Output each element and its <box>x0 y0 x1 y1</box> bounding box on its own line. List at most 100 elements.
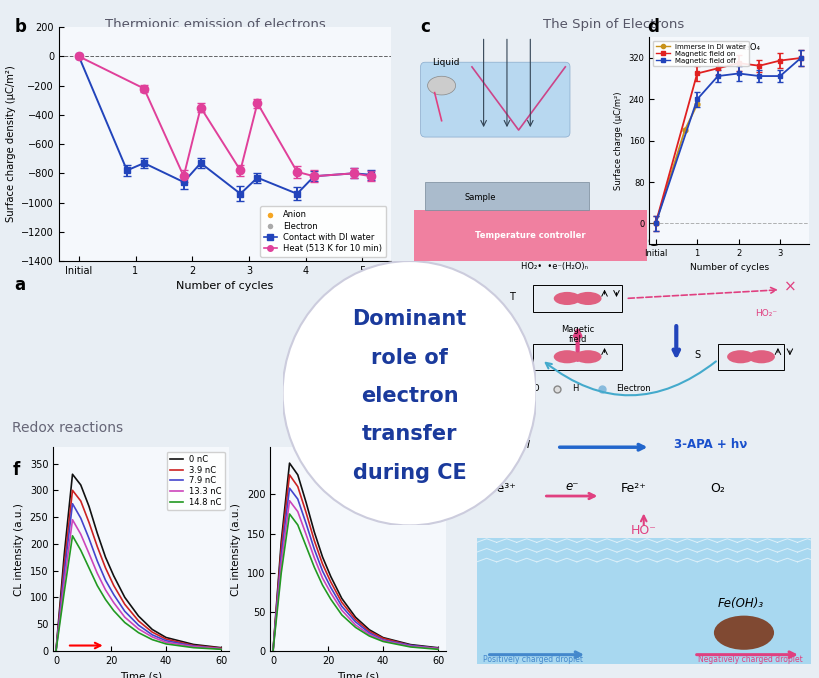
14.8 nC <box>161 640 171 648</box>
0 nC <box>405 641 415 649</box>
-0.14 nC <box>326 578 336 586</box>
-0.60 nC <box>326 584 336 592</box>
3.9 nC <box>101 564 111 572</box>
Text: Fe³⁺: Fe³⁺ <box>491 482 516 495</box>
14.8 nC <box>93 582 102 590</box>
Text: Fe²⁺: Fe²⁺ <box>621 482 647 495</box>
0 nC <box>285 459 295 467</box>
-1.22 nC <box>326 589 336 597</box>
14.8 nC <box>76 546 86 555</box>
14.8 nC <box>120 618 129 626</box>
Legend: Immerse in DI water, Magnetic field on, Magnetic field off: Immerse in DI water, Magnetic field on, … <box>653 41 749 66</box>
X-axis label: Time (s): Time (s) <box>120 671 162 678</box>
3.9 nC <box>76 497 86 505</box>
X-axis label: Number of cycles: Number of cycles <box>176 281 274 292</box>
-0.14 nC <box>285 471 295 479</box>
Text: Redox reactions: Redox reactions <box>12 422 124 435</box>
Text: HO₂⁻: HO₂⁻ <box>755 308 777 317</box>
7.9 nC <box>109 591 119 599</box>
0 nC <box>293 471 303 479</box>
13.3 nC <box>76 530 86 538</box>
0 nC <box>216 643 226 652</box>
Text: d: d <box>648 18 659 36</box>
14.8 nC <box>109 607 119 615</box>
13.3 nC <box>120 613 129 621</box>
Text: Fe₃O₄: Fe₃O₄ <box>737 43 760 52</box>
Text: Positively charged droplet: Positively charged droplet <box>483 655 583 664</box>
Text: b: b <box>14 18 26 36</box>
Text: g: g <box>470 422 482 439</box>
13.3 nC <box>51 647 61 655</box>
-1.22 nC <box>364 631 374 639</box>
-0.14 nC <box>276 544 286 552</box>
Text: Dominant: Dominant <box>352 309 467 330</box>
0 nC <box>364 626 374 634</box>
-0.60 nC <box>276 551 286 559</box>
-2.13 nC <box>310 563 319 572</box>
14.8 nC <box>84 564 94 572</box>
Text: ×: × <box>784 279 796 294</box>
-1.22 nC <box>405 642 415 650</box>
Y-axis label: Surface charge (μC/m²): Surface charge (μC/m²) <box>614 92 623 190</box>
-2.13 nC <box>268 647 278 655</box>
-2.13 nC <box>318 581 328 589</box>
Line: 7.9 nC: 7.9 nC <box>56 504 221 651</box>
Text: Sample: Sample <box>465 193 496 202</box>
-1.22 nC <box>276 559 286 567</box>
Text: O: O <box>533 384 540 393</box>
-1.22 nC <box>378 637 388 645</box>
Y-axis label: Surface charge density (μC/m²): Surface charge density (μC/m²) <box>6 66 16 222</box>
-0.14 nC <box>378 635 388 643</box>
-1.22 nC <box>351 621 360 629</box>
-2.13 nC <box>405 643 415 651</box>
-0.60 nC <box>318 567 328 575</box>
Line: 14.8 nC: 14.8 nC <box>56 536 221 651</box>
7.9 nC <box>76 514 86 522</box>
0 nC <box>351 613 360 621</box>
0 nC <box>310 528 319 536</box>
13.3 nC <box>59 578 69 586</box>
Text: H: H <box>572 384 578 393</box>
0 nC <box>188 641 198 649</box>
13.3 nC <box>133 625 143 633</box>
Text: O₂: O₂ <box>710 482 725 495</box>
-2.13 nC <box>378 637 388 645</box>
0 nC <box>337 595 346 603</box>
-0.14 nC <box>405 641 415 650</box>
Text: Temperature controller: Temperature controller <box>475 231 586 240</box>
0 nC <box>318 553 328 561</box>
Text: T: T <box>509 292 515 302</box>
3.9 nC <box>120 600 129 608</box>
3.9 nC <box>133 617 143 625</box>
7.9 nC <box>161 637 171 645</box>
3.9 nC <box>216 644 226 652</box>
Text: luminol: luminol <box>490 440 531 450</box>
-1.22 nC <box>337 606 346 614</box>
14.8 nC <box>101 595 111 603</box>
FancyBboxPatch shape <box>421 62 570 137</box>
13.3 nC <box>147 633 157 641</box>
7.9 nC <box>68 500 78 508</box>
-0.60 nC <box>433 645 443 653</box>
0 nC <box>93 529 102 537</box>
0 nC <box>161 633 171 641</box>
Text: e⁻: e⁻ <box>565 480 579 493</box>
-1.22 nC <box>318 574 328 582</box>
0 nC <box>109 572 119 580</box>
0 nC <box>76 481 86 489</box>
FancyBboxPatch shape <box>414 210 647 261</box>
-2.13 nC <box>276 569 286 577</box>
0 nC <box>147 625 157 633</box>
-0.14 nC <box>310 536 319 544</box>
Text: role of: role of <box>371 348 448 367</box>
Ellipse shape <box>714 616 774 650</box>
3.9 nC <box>109 582 119 590</box>
-1.22 nC <box>268 647 278 655</box>
-1.22 nC <box>310 554 319 562</box>
Ellipse shape <box>283 261 536 525</box>
Line: -0.60 nC: -0.60 nC <box>273 488 438 651</box>
Text: f: f <box>12 460 20 479</box>
-0.14 nC <box>433 645 443 653</box>
Text: e: e <box>648 233 659 250</box>
Text: The Spin of Electrons: The Spin of Electrons <box>543 18 684 31</box>
